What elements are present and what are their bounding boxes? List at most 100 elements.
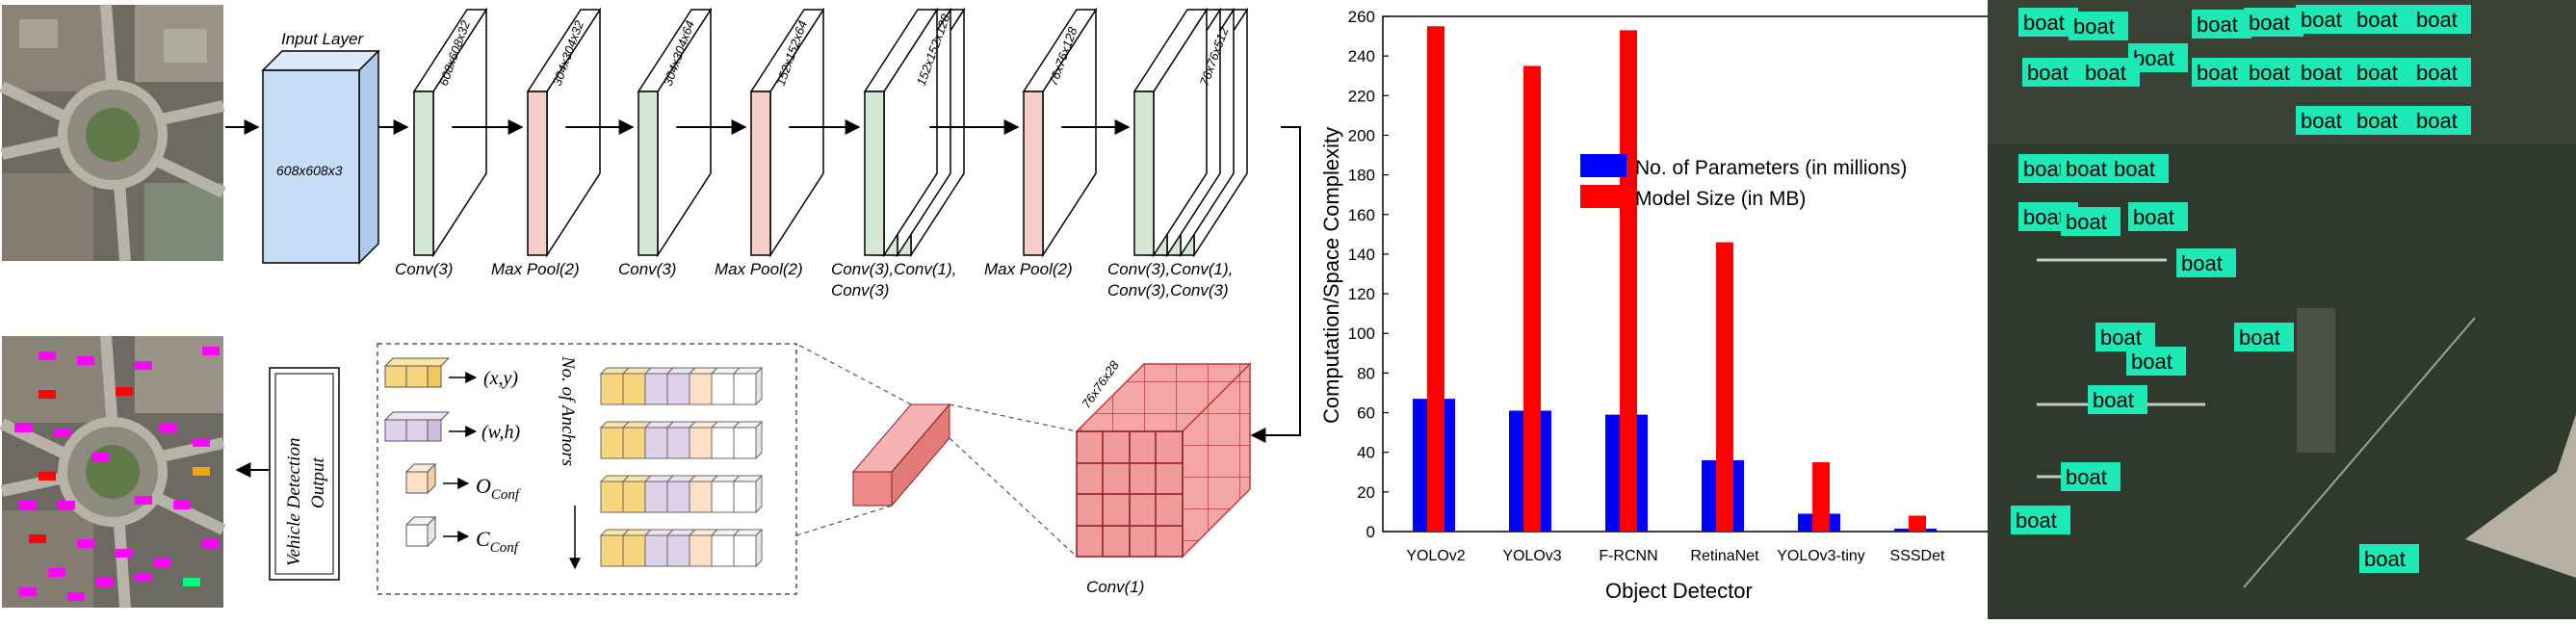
boat-label-box [2352,58,2411,87]
anchor-cell [689,373,713,405]
boat-detection: boat [2069,12,2128,40]
y-tick-label: 160 [1348,206,1375,224]
boat-detection: boat [2061,207,2121,236]
boat-detection: boat [2192,58,2251,87]
bar-model-size [1523,65,1541,532]
legend-label-size: Model Size (in MB) [1635,188,1806,210]
y-tick-label: 220 [1348,87,1375,105]
vehicle-box [77,356,94,365]
boat-label: boat [2066,465,2107,489]
boat-detection: boat [2022,58,2082,87]
output-label-box: Vehicle Detection Output [269,367,340,581]
input-layer-block [261,49,380,265]
anchor-cell [666,373,690,405]
bar-model-size [1812,461,1830,532]
boat-detection: boat [2244,8,2303,37]
feature-block-face [750,91,771,256]
boat-detection: boat [2176,248,2236,277]
boat-label-box [2126,347,2186,376]
anchor-cell [711,373,735,405]
feature-block-caption: Conv(3) [395,260,453,278]
feature-block-face [1133,91,1155,256]
anchor-cell [711,534,735,567]
aerial-input-image [0,4,226,262]
bar-model-size [1427,26,1444,533]
feature-block-face [864,91,885,256]
vehicle-box [173,501,191,509]
boat-detection: boat [2296,106,2355,135]
vehicle-box [135,361,152,370]
anchor-cell [622,373,646,405]
vehicle-box [77,539,94,548]
boat-label-box [2234,323,2294,351]
bar-model-size [1909,515,1926,532]
chart-plot-area [1382,15,2005,533]
feature-block-caption: Max Pool(2) [491,260,580,278]
legend-cube-wh [383,411,451,442]
boat-label-box [2088,385,2147,414]
anchor-cell [666,427,690,459]
chart-x-axis-label: Object Detector [1605,579,1753,603]
vehicle-box [91,453,109,461]
vehicle-box [202,539,220,548]
boat-label: boat [2085,61,2126,85]
boat-label-box [2352,106,2411,135]
boat-label: boat [2073,14,2115,39]
boat-label: boat [2027,61,2069,85]
output-label-line1: Vehicle Detection [284,438,304,566]
boat-label-box [2011,506,2070,534]
flow-arrow-to-cube [1250,126,1301,443]
anchor-rows [599,366,764,568]
anchor-cell [600,534,624,567]
anchor-cell-side [755,366,763,406]
feature-block-caption: Max Pool(2) [984,260,1073,278]
anchor-cell [600,481,624,513]
boat-detection: boat [2359,544,2419,573]
anchor-row [599,474,764,514]
boat-detection: boat [2126,347,2186,376]
feature-block-face [637,91,659,256]
boat-detection: boat [2234,323,2294,351]
boat-label-box [2018,8,2078,37]
boat-label: boat [2181,251,2223,275]
vehicle-detection-boxes [14,347,220,601]
legend-cube-oconf [404,462,437,495]
complexity-bar-chart: 0 20 40 60 80 100 120 140 160 180 200 220 240 260 YOL… [1319,8,2005,603]
anchor-cell-side [755,474,763,514]
boat-label: boat [2301,109,2342,133]
input-layer-dims: 608x608x3 [276,163,343,178]
y-tick-label: 40 [1357,444,1375,462]
boat-label-box [2069,12,2128,40]
boat-label: boat [2016,508,2057,533]
boat-label: boat [2197,13,2238,37]
boat-label-box [2296,58,2355,87]
anchor-row [599,366,764,406]
x-tick-label: YOLOv3 [1502,548,1561,564]
bar-model-size [1716,242,1733,533]
boat-label: boat [2066,157,2107,181]
boat-label-box [2022,58,2082,87]
vehicle-box [202,347,220,355]
vehicle-box [135,573,152,582]
chart-bars [1413,26,1937,533]
anchor-cell [622,481,646,513]
feature-block-face [527,91,548,256]
y-tick-label: 140 [1348,246,1375,264]
boat-detection: boat [2296,5,2355,34]
vehicle-box [19,587,37,596]
boat-label-box [2359,544,2419,573]
boat-label: boat [2093,388,2134,412]
vehicle-box [159,424,176,432]
boat-detection: boat [2128,43,2188,72]
boat-label-box [2244,58,2303,87]
anchor-cell [600,373,624,405]
anchor-cell-side [755,420,763,460]
anchor-cell [689,534,713,567]
legend-swatch-params [1580,154,1626,177]
